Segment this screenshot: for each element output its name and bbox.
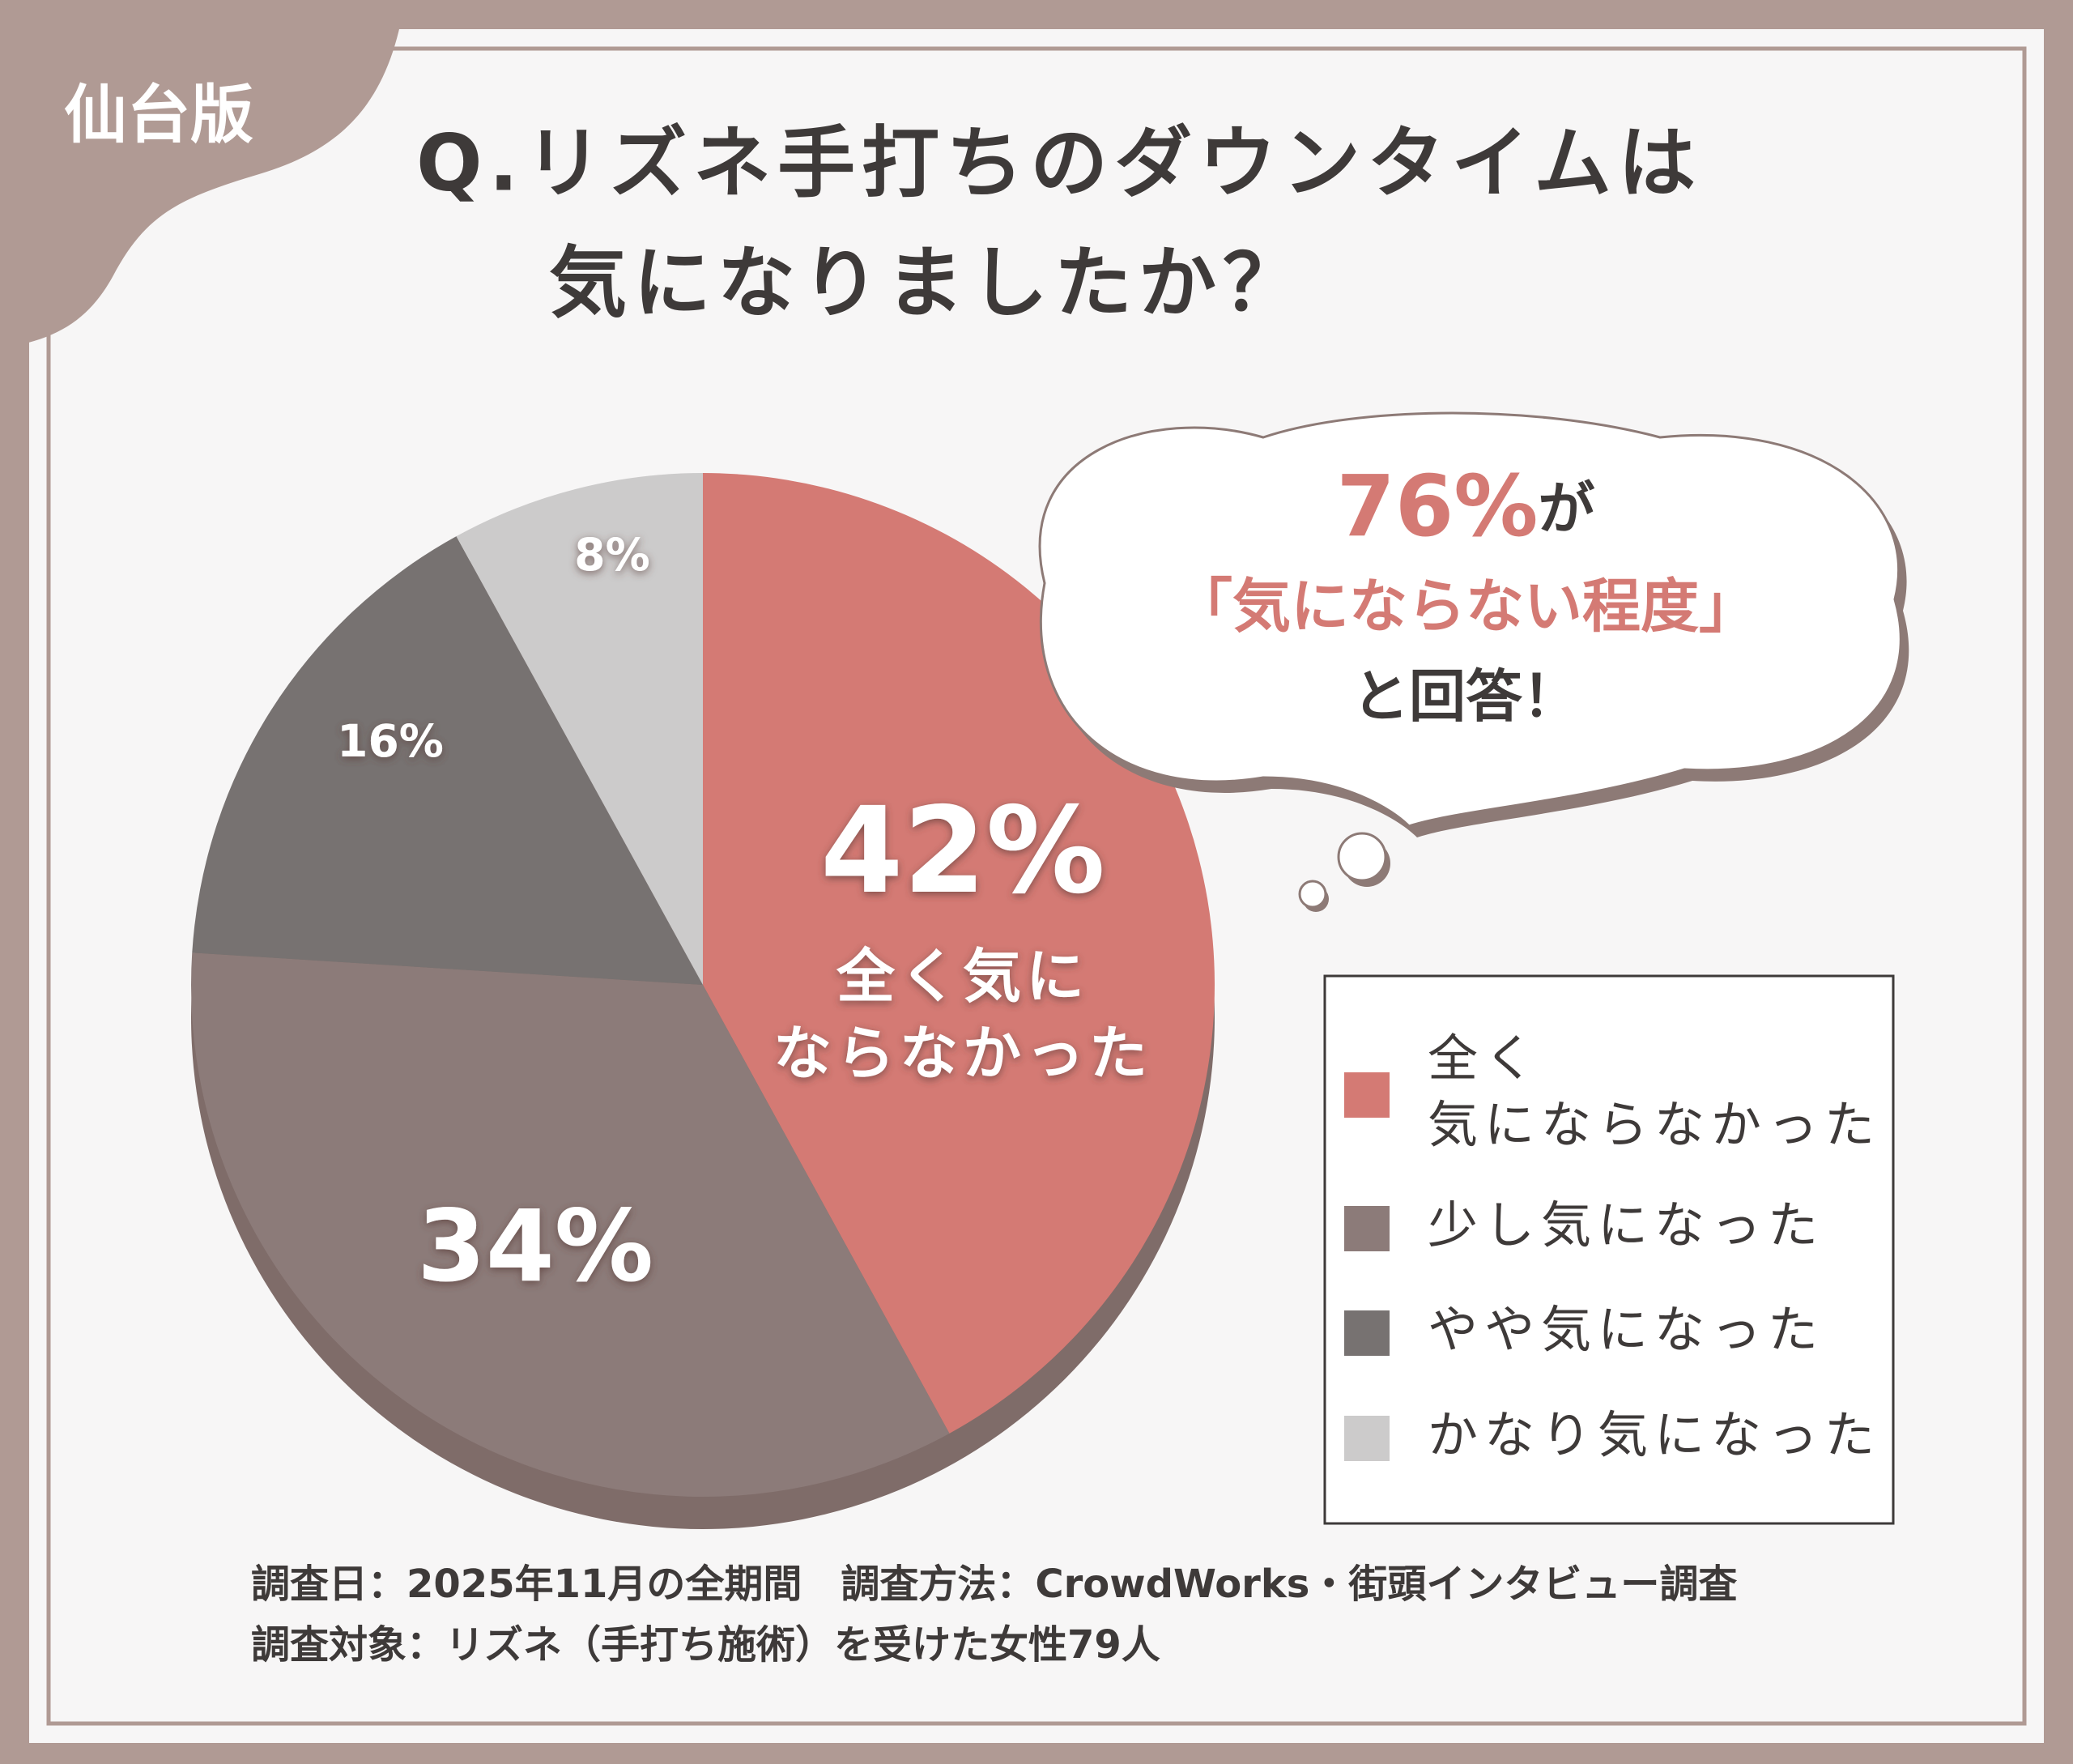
legend-swatch xyxy=(1344,1310,1390,1356)
legend-label: 全く xyxy=(1428,1029,1541,1088)
slice-value-label: 42% xyxy=(820,782,1105,920)
legend-swatch xyxy=(1344,1416,1390,1461)
footnote: 調査対象：リズネ（手打ち施術）を受けた女性79人 xyxy=(251,1622,1160,1668)
slice-value-label: 16% xyxy=(337,715,444,767)
callout-line: 「気にならない程度」 xyxy=(1174,573,1757,641)
legend-box xyxy=(1323,974,1895,1525)
legend-label: 少し気になった xyxy=(1428,1195,1824,1255)
footnote: 調査日：2025年11月の全期間 調査方法：CrowdWorks・街頭インタビュ… xyxy=(251,1562,1737,1607)
callout-text: が xyxy=(1538,475,1594,542)
badge-shape xyxy=(0,0,405,348)
legend-label: やや気になった xyxy=(1428,1300,1824,1359)
legend-swatch xyxy=(1344,1072,1390,1118)
callout-dot xyxy=(1298,880,1327,909)
pie-slice xyxy=(192,536,704,985)
title-line: Q.リズネ手打ちのダウンタイムは xyxy=(416,117,1702,208)
inner-border xyxy=(46,46,2027,1726)
callout-cloud xyxy=(1038,411,1902,828)
slice-value-label: 8% xyxy=(574,529,649,581)
callout-highlight: 76% xyxy=(1337,457,1539,556)
callout-line: 76%が xyxy=(1337,457,1595,556)
legend-label: かなり気になった xyxy=(1428,1405,1881,1464)
legend-label: 気にならなかった xyxy=(1428,1095,1881,1154)
slice-annotation: 全く気に xyxy=(836,943,1089,1011)
slice-value-label: 34% xyxy=(417,1189,653,1304)
title-line: 気になりましたか？ xyxy=(549,237,1307,328)
pie-slice xyxy=(190,952,950,1497)
badge-text: 仙台版 xyxy=(64,79,253,151)
slice-annotation: ならなかった xyxy=(773,1020,1152,1088)
legend-swatch xyxy=(1344,1206,1390,1251)
callout-line: と回答！ xyxy=(1352,663,1579,730)
pie-slice xyxy=(456,473,703,985)
callout-dot xyxy=(1337,832,1387,882)
